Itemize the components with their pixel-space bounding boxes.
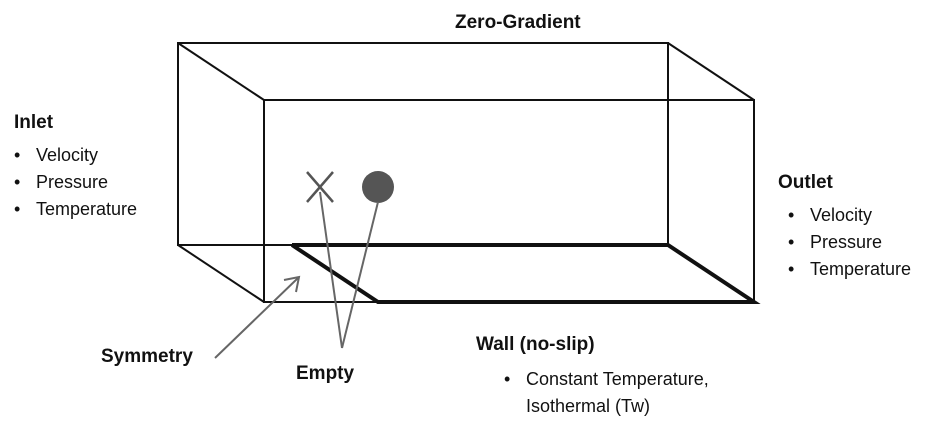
cross-marker-icon	[306, 171, 334, 203]
bullet-icon: •	[788, 232, 795, 252]
bullet-icon: •	[788, 205, 795, 225]
bullet-icon: •	[14, 199, 21, 219]
outlet-list: • Velocity • Pressure • Temperature	[788, 202, 911, 283]
front-face	[263, 99, 755, 303]
list-item: • Temperature	[14, 196, 137, 223]
list-item: • Constant Temperature,	[504, 366, 709, 393]
edge-top-right	[667, 42, 755, 101]
wall-item-continuation: Isothermal (Tw)	[526, 396, 651, 416]
bullet-icon: •	[788, 259, 795, 279]
wall-panel: Wall (no-slip) • Constant Temperature, Is…	[476, 334, 709, 420]
list-item: • Temperature	[788, 256, 911, 283]
list-item: • Pressure	[14, 169, 137, 196]
bullet-icon: •	[14, 145, 21, 165]
edge-top-left	[177, 42, 265, 101]
domain-box	[177, 42, 755, 303]
back-face	[177, 42, 669, 246]
empty-pointer-lines	[319, 191, 379, 349]
wall-outline	[290, 243, 761, 304]
wall-title: Wall (no-slip)	[476, 334, 595, 355]
outlet-title: Outlet	[778, 172, 833, 193]
inlet-list: • Velocity • Pressure • Temperature	[14, 142, 137, 223]
bullet-icon: •	[14, 172, 21, 192]
list-item: • Velocity	[14, 142, 137, 169]
dot-marker-icon	[362, 171, 394, 203]
bullet-icon: •	[504, 369, 511, 389]
top-boundary-title: Zero-Gradient	[455, 12, 581, 33]
outlet-panel: Outlet • Velocity • Pressure • Temperature	[778, 172, 911, 283]
symmetry-arrow	[214, 275, 301, 359]
list-item: • Velocity	[788, 202, 911, 229]
empty-label: Empty	[296, 363, 355, 384]
list-item: • Pressure	[788, 229, 911, 256]
edge-bottom-left	[177, 244, 265, 303]
symmetry-label: Symmetry	[101, 346, 193, 367]
inlet-title: Inlet	[14, 112, 54, 133]
inlet-panel: Inlet • Velocity • Pressure • Temperature	[14, 112, 137, 223]
